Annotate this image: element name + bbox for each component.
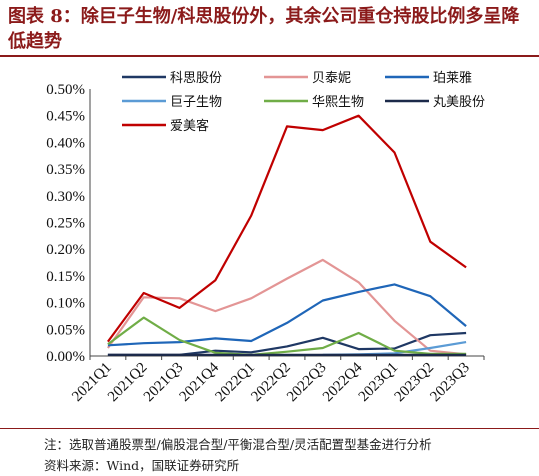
x-tick-label: 2022Q2 [248,360,293,405]
chart-axes [89,89,485,360]
x-tick-label: 2021Q1 [69,360,114,405]
series-line-贝泰妮 [107,258,467,356]
y-tick-label: 0.05% [46,322,85,338]
y-tick-label: 0.00% [46,349,85,365]
legend-label: 珀莱雅 [433,71,472,86]
legend-item: 华熙生物 [264,95,364,110]
x-tick-label: 2021Q3 [141,360,186,405]
chart-title: 图表 8：除巨子生物/科思股份外，其余公司重仓持股比例多呈降低趋势 [8,6,520,52]
line-chart: 0.00% 0.05% 0.10% 0.15% 0.20% 0.25% 0.30% 0.35%… [46,71,485,405]
legend-label: 科思股份 [170,71,222,86]
legend-label: 巨子生物 [170,95,222,110]
y-tick-label: 0.50% [46,82,85,98]
legend-item: 巨子生物 [122,95,222,110]
y-tick-labels: 0.00% 0.05% 0.10% 0.15% 0.20% 0.25% 0.30% 0.35%… [46,82,85,365]
y-tick-label: 0.30% [46,189,85,205]
x-tick-label: 2022Q3 [284,360,329,405]
y-tick-label: 0.40% [46,135,85,151]
x-tick-label: 2022Q1 [213,360,258,405]
footer-rule [0,428,539,429]
legend-item: 丸美股份 [385,95,485,110]
legend-item: 爱美客 [122,118,209,134]
legend-item: 贝泰妮 [264,71,351,86]
y-tick-label: 0.10% [46,296,85,312]
legend-label: 华熙生物 [312,95,364,110]
title-rule [0,55,539,57]
x-tick-labels: 2021Q12021Q22021Q32021Q42022Q12022Q22022… [69,359,473,405]
series-lines [107,114,467,356]
y-tick-label: 0.35% [46,162,85,178]
y-tick-label: 0.15% [46,269,85,285]
legend-item: 科思股份 [122,71,222,86]
x-tick-label: 2023Q1 [356,360,401,405]
legend-item: 珀莱雅 [385,71,472,86]
y-tick-label: 0.25% [46,216,85,232]
legend-label: 丸美股份 [433,95,485,110]
series-line-珀莱雅 [107,283,467,347]
x-tick-label: 2023Q3 [427,360,472,405]
legend-label: 爱美客 [170,118,209,134]
legend-label: 贝泰妮 [312,71,351,86]
y-tick-label: 0.20% [46,242,85,258]
series-line-华熙生物 [107,316,467,356]
x-tick-label: 2021Q2 [105,360,150,405]
y-tick-label: 0.45% [46,109,85,125]
x-tick-label: 2023Q2 [392,360,437,405]
series-line-爱美客 [107,114,467,343]
source-note: 资料来源：Wind，国联证券研究所 [44,458,240,473]
footnote: 注：选取普通股票型/偏股混合型/平衡混合型/灵活配置型基金进行分析 [44,437,432,452]
